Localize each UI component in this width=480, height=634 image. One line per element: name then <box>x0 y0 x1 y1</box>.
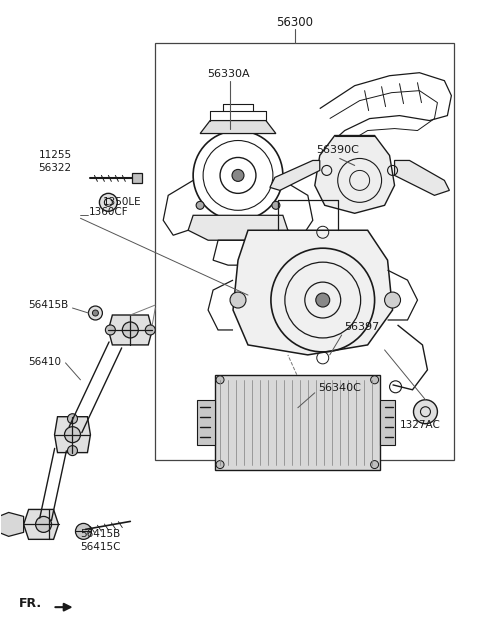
Circle shape <box>145 325 155 335</box>
Circle shape <box>371 376 379 384</box>
Polygon shape <box>55 417 90 453</box>
Circle shape <box>316 293 330 307</box>
Circle shape <box>216 460 224 469</box>
Circle shape <box>75 524 91 540</box>
Polygon shape <box>270 160 320 190</box>
Circle shape <box>230 292 246 308</box>
Bar <box>155 43 455 460</box>
Text: 56410: 56410 <box>29 357 61 367</box>
Polygon shape <box>200 120 276 134</box>
Circle shape <box>216 376 224 384</box>
Polygon shape <box>197 400 215 444</box>
Text: 56397: 56397 <box>344 322 379 332</box>
Circle shape <box>68 446 77 456</box>
Polygon shape <box>188 216 288 240</box>
Circle shape <box>272 202 280 209</box>
Polygon shape <box>380 400 395 444</box>
Polygon shape <box>132 174 142 183</box>
Text: FR.: FR. <box>19 597 42 610</box>
Text: 56415B: 56415B <box>29 300 69 310</box>
Polygon shape <box>24 510 59 540</box>
Text: 1360CF: 1360CF <box>88 207 128 217</box>
Circle shape <box>413 400 437 424</box>
Circle shape <box>232 169 244 181</box>
Polygon shape <box>233 230 393 355</box>
Bar <box>215 375 380 470</box>
Circle shape <box>384 292 400 308</box>
Text: 56300: 56300 <box>276 16 313 29</box>
Circle shape <box>64 427 81 443</box>
Text: 56415C: 56415C <box>81 542 121 552</box>
Text: 56390C: 56390C <box>316 145 359 155</box>
Circle shape <box>106 325 115 335</box>
Text: 1327AC: 1327AC <box>399 420 441 430</box>
Circle shape <box>93 310 98 316</box>
Circle shape <box>371 460 379 469</box>
Text: 1350LE: 1350LE <box>102 197 141 207</box>
Text: 56322: 56322 <box>38 164 72 174</box>
Circle shape <box>68 414 77 424</box>
Text: 56415B: 56415B <box>81 529 120 540</box>
Polygon shape <box>315 136 395 213</box>
Polygon shape <box>395 160 449 195</box>
Circle shape <box>122 322 138 338</box>
Circle shape <box>99 193 117 211</box>
Polygon shape <box>0 512 24 536</box>
Polygon shape <box>108 315 152 345</box>
Circle shape <box>196 202 204 209</box>
Text: 11255: 11255 <box>38 150 72 160</box>
Text: 56330A: 56330A <box>207 68 250 79</box>
Text: 56340C: 56340C <box>318 383 360 393</box>
Circle shape <box>88 306 102 320</box>
Circle shape <box>36 517 51 533</box>
